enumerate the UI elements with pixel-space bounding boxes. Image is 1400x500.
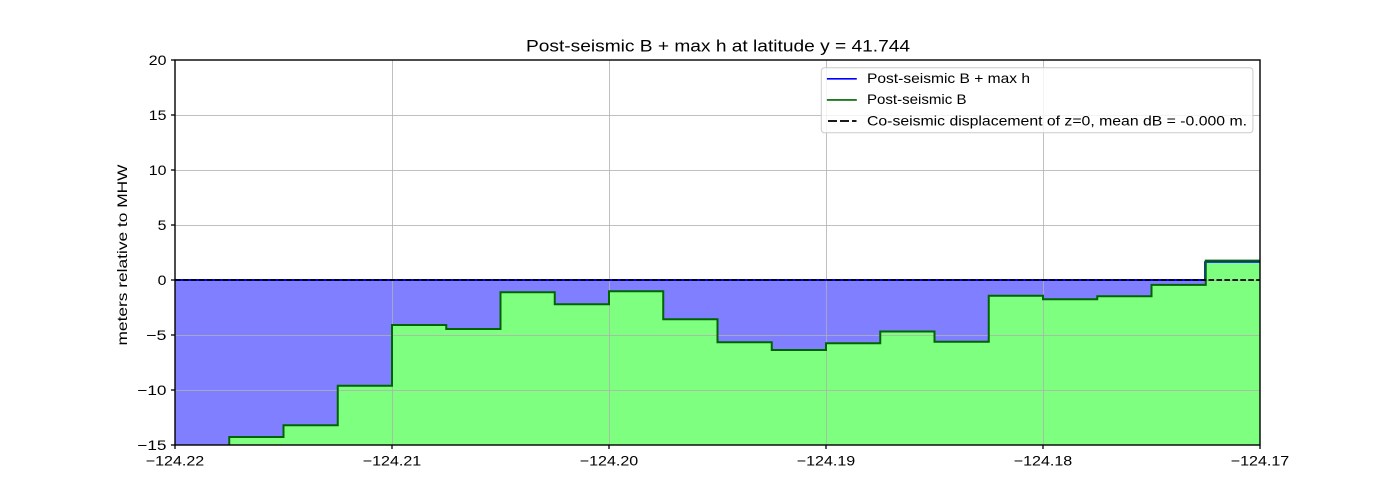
- svg-text:−15: −15: [137, 437, 167, 453]
- svg-text:−124.22: −124.22: [146, 453, 205, 469]
- svg-text:Post-seismic B + max h at lati: Post-seismic B + max h at latitude y = 4…: [526, 36, 910, 55]
- svg-text:−10: −10: [137, 382, 167, 398]
- svg-text:Post-seismic B: Post-seismic B: [867, 91, 967, 107]
- svg-text:15: 15: [149, 107, 167, 123]
- svg-text:10: 10: [149, 162, 167, 178]
- svg-text:20: 20: [149, 52, 167, 68]
- svg-text:−5: −5: [146, 327, 167, 343]
- svg-text:Post-seismic B + max h: Post-seismic B + max h: [867, 70, 1030, 86]
- svg-text:−124.18: −124.18: [1014, 453, 1073, 469]
- svg-text:meters relative to MHW: meters relative to MHW: [114, 163, 130, 345]
- svg-text:0: 0: [158, 272, 167, 288]
- svg-text:−124.21: −124.21: [363, 453, 422, 469]
- svg-text:Co-seismic displacement of z=0: Co-seismic displacement of z=0, mean dB …: [867, 112, 1247, 128]
- svg-text:−124.17: −124.17: [1231, 453, 1290, 469]
- svg-text:5: 5: [158, 217, 167, 233]
- svg-text:−124.20: −124.20: [580, 453, 639, 469]
- svg-text:−124.19: −124.19: [797, 453, 856, 469]
